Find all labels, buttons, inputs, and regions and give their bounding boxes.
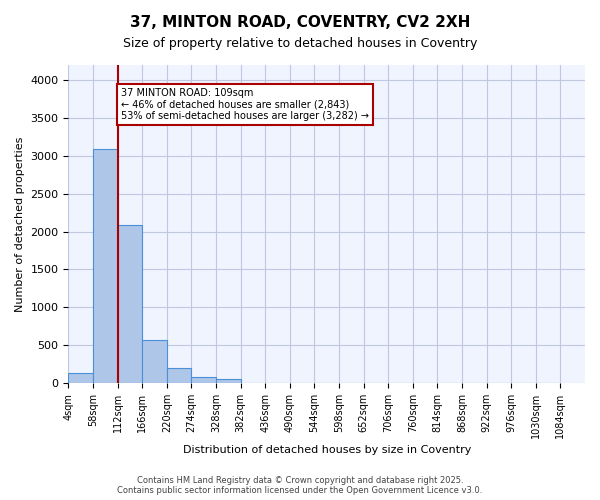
Bar <box>68 373 93 383</box>
Bar <box>118 225 142 383</box>
Text: 37, MINTON ROAD, COVENTRY, CV2 2XH: 37, MINTON ROAD, COVENTRY, CV2 2XH <box>130 15 470 30</box>
Text: 37 MINTON ROAD: 109sqm
← 46% of detached houses are smaller (2,843)
53% of semi-: 37 MINTON ROAD: 109sqm ← 46% of detached… <box>121 88 369 121</box>
Bar <box>93 149 118 383</box>
X-axis label: Distribution of detached houses by size in Coventry: Distribution of detached houses by size … <box>182 445 471 455</box>
Y-axis label: Number of detached properties: Number of detached properties <box>15 136 25 312</box>
Bar <box>167 368 191 383</box>
Text: Contains HM Land Registry data © Crown copyright and database right 2025.
Contai: Contains HM Land Registry data © Crown c… <box>118 476 482 495</box>
Bar <box>142 340 167 383</box>
Text: Size of property relative to detached houses in Coventry: Size of property relative to detached ho… <box>123 38 477 51</box>
Bar <box>216 380 241 383</box>
Bar <box>191 377 216 383</box>
